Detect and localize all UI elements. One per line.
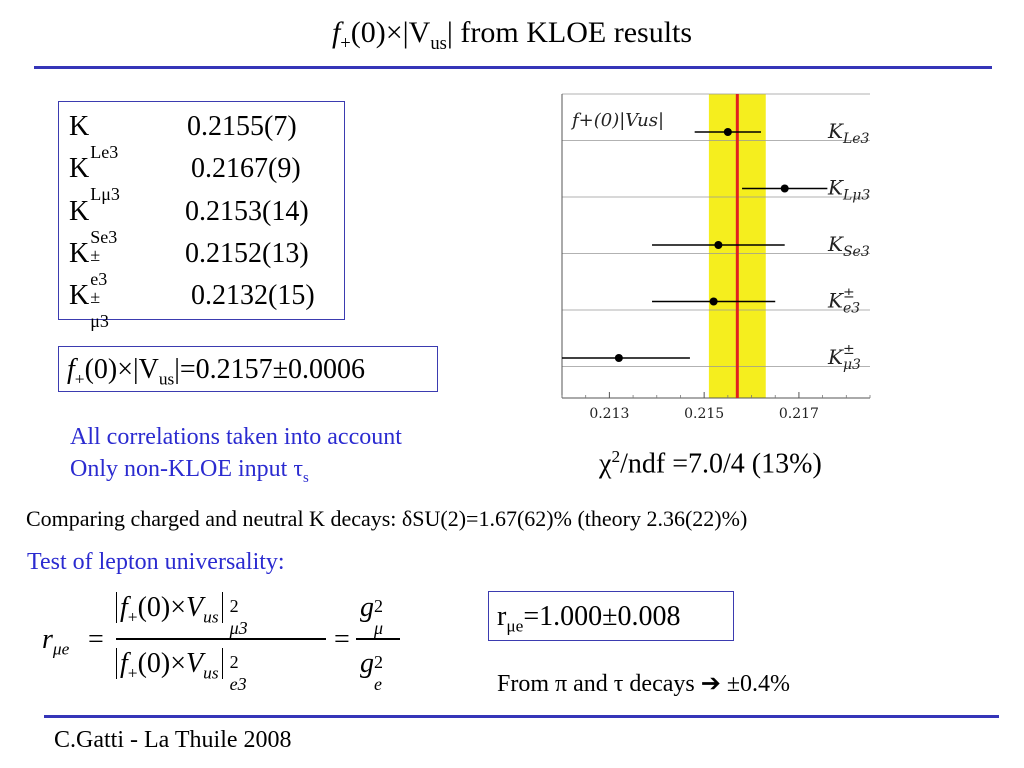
x-tick-label: 0.215 [684, 406, 724, 422]
data-point [780, 184, 789, 193]
result-row: K Le3 0.2155(7) [69, 111, 297, 163]
result-value: 0.2132(15) [191, 280, 315, 311]
results-box: K Le3 0.2155(7) K Lμ3 0.2167(9) K Se3 0.2153(14)… [58, 101, 345, 332]
formula-numerator: f+(0)×Vus 2 μ3 [116, 592, 256, 638]
note-correlations: All correlations taken into account [70, 424, 402, 450]
result-value: 0.2152(13) [185, 238, 309, 269]
decays-text: From π and τ decays ➔ ±0.4% [497, 671, 790, 697]
result-row: K Se3 0.2153(14) [69, 196, 309, 248]
category-label-sup: ± [843, 286, 855, 302]
notes: All correlations taken into account Only… [70, 421, 402, 494]
arrow-icon: ➔ [700, 671, 721, 697]
category-label: KSe3 [827, 232, 870, 260]
title-divider [34, 66, 992, 69]
result-row: K Lμ3 0.2167(9) [69, 153, 301, 205]
formula-denominator: f+(0)×Vus 2 e3 [116, 648, 256, 694]
lepton-heading: Test of lepton universality: [27, 549, 285, 575]
forest-plot: 0.213 0.215 0.217 f+(0)|Vus| KLe3 KLμ3 KSe3 Ke3… [561, 93, 871, 422]
result-value: 0.2153(14) [185, 196, 309, 227]
category-label: Ke3 [827, 289, 860, 317]
category-label: KLμ3 [827, 176, 870, 204]
x-tick-label: 0.213 [589, 406, 629, 422]
result-row: K ± μ3 0.2132(15) [69, 280, 315, 332]
category-label-sup: ± [843, 342, 855, 358]
note-input: Only non-KLOE input τs [70, 456, 309, 486]
data-point [614, 354, 623, 362]
data-point [723, 128, 732, 136]
result-value: 0.2155(7) [187, 111, 297, 142]
result-row: K ± e3 0.2152(13) [69, 238, 309, 290]
category-label: Kμ3 [827, 345, 861, 373]
average-box: f+(0)×|Vus|=0.2157±0.0006 [58, 346, 438, 392]
category-label: KLe3 [827, 119, 870, 147]
slide-title: f+(0)×|Vus| from KLOE results [331, 16, 693, 54]
rmue-box: rμe=1.000±0.008 [488, 591, 734, 641]
footer-divider [44, 715, 999, 718]
result-value: 0.2167(9) [191, 153, 301, 184]
data-point [709, 297, 718, 306]
chi2-text: χ2/ndf =7.0/4 (13%) [599, 447, 822, 480]
chart-title: f+(0)|Vus| [570, 110, 664, 131]
comparison-text: Comparing charged and neutral K decays: … [26, 506, 748, 531]
x-tick-label: 0.217 [779, 406, 819, 422]
footer-credit: C.Gatti - La Thuile 2008 [54, 727, 292, 753]
data-point [714, 241, 723, 249]
